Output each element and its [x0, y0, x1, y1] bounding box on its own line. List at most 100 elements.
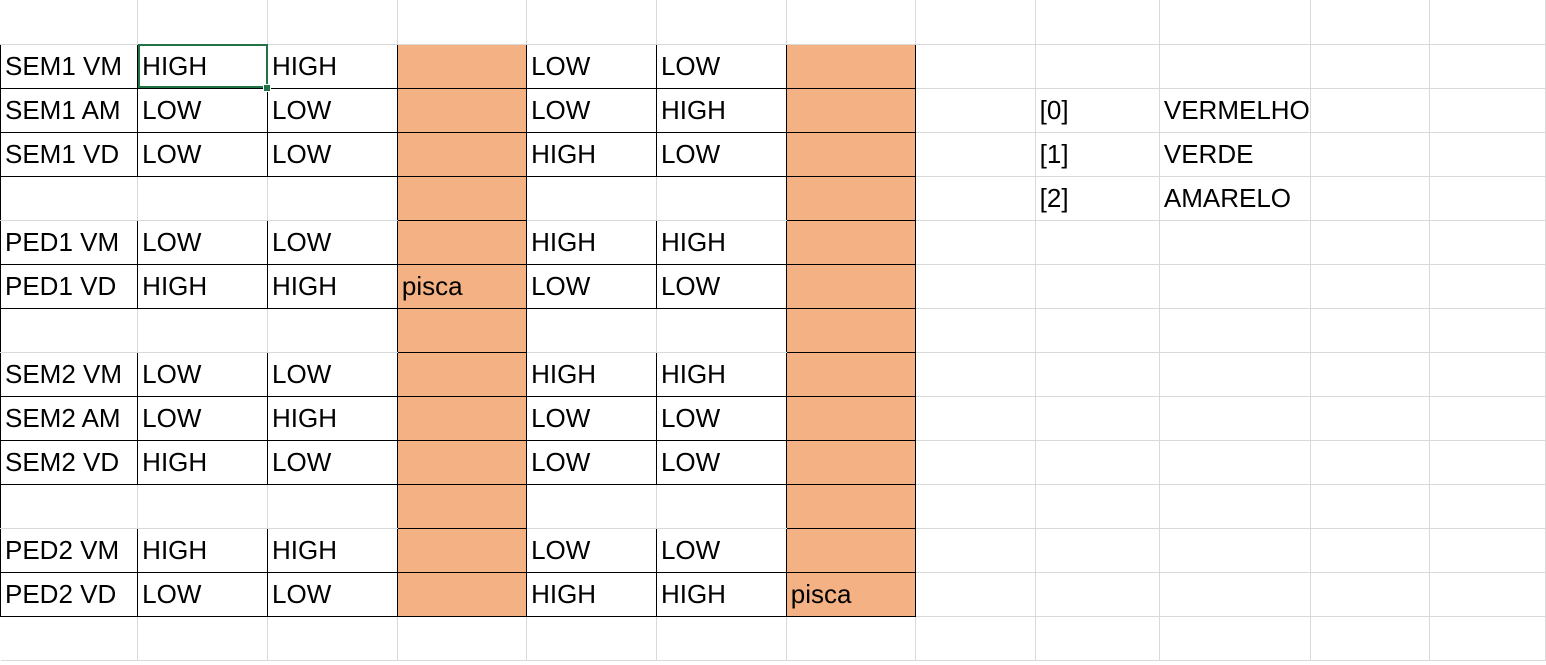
cell-A5[interactable] — [0, 176, 139, 221]
cell-G3[interactable] — [786, 88, 916, 133]
cell-A12[interactable] — [0, 484, 139, 529]
cell-H4[interactable] — [915, 132, 1036, 177]
cell-D3[interactable] — [397, 88, 528, 133]
cell-F13[interactable]: LOW — [656, 528, 787, 573]
cell-K11[interactable] — [1310, 440, 1431, 485]
cell-J12[interactable] — [1159, 484, 1311, 529]
cell-F12[interactable] — [656, 484, 787, 529]
cell-B6[interactable]: LOW — [137, 220, 269, 265]
cell-F6[interactable]: HIGH — [656, 220, 787, 265]
cell-F4[interactable]: LOW — [656, 132, 787, 177]
cell-H5[interactable] — [915, 176, 1036, 221]
cell-I2[interactable] — [1035, 44, 1160, 89]
cell-H11[interactable] — [915, 440, 1036, 485]
cell-F1[interactable] — [656, 0, 787, 45]
cell-G5[interactable] — [786, 176, 916, 221]
cell-I6[interactable] — [1035, 220, 1160, 265]
cell-G10[interactable] — [786, 396, 916, 441]
cell-A9[interactable]: SEM2 VM — [0, 352, 139, 397]
cell-I3[interactable]: [0] — [1035, 88, 1160, 133]
cell-K1[interactable] — [1310, 0, 1431, 45]
cell-F10[interactable]: LOW — [656, 396, 787, 441]
cell-C14[interactable]: LOW — [267, 572, 398, 617]
cell-C3[interactable]: LOW — [267, 88, 398, 133]
cell-J7[interactable] — [1159, 264, 1311, 309]
cell-D11[interactable] — [397, 440, 528, 485]
cell-L9[interactable] — [1429, 352, 1546, 397]
cell-E3[interactable]: LOW — [526, 88, 657, 133]
cell-H10[interactable] — [915, 396, 1036, 441]
cell-E8[interactable] — [526, 308, 657, 353]
cell-I15[interactable] — [1035, 616, 1160, 661]
cell-G9[interactable] — [786, 352, 916, 397]
cell-E9[interactable]: HIGH — [526, 352, 657, 397]
cell-C13[interactable]: HIGH — [267, 528, 398, 573]
cell-H6[interactable] — [915, 220, 1036, 265]
cell-I14[interactable] — [1035, 572, 1160, 617]
cell-A3[interactable]: SEM1 AM — [0, 88, 139, 133]
cell-A11[interactable]: SEM2 VD — [0, 440, 139, 485]
cell-L6[interactable] — [1429, 220, 1546, 265]
cell-H3[interactable] — [915, 88, 1036, 133]
cell-L4[interactable] — [1429, 132, 1546, 177]
cell-D13[interactable] — [397, 528, 528, 573]
cell-B15[interactable] — [137, 616, 269, 661]
cell-G4[interactable] — [786, 132, 916, 177]
cell-B11[interactable]: HIGH — [137, 440, 269, 485]
cell-K6[interactable] — [1310, 220, 1431, 265]
cell-H8[interactable] — [915, 308, 1036, 353]
cell-K14[interactable] — [1310, 572, 1431, 617]
cell-D2[interactable] — [397, 43, 528, 89]
cell-C9[interactable]: LOW — [267, 352, 398, 397]
cell-B3[interactable]: LOW — [137, 88, 269, 133]
cell-F9[interactable]: HIGH — [656, 352, 787, 397]
cell-G8[interactable] — [786, 308, 916, 353]
cell-L7[interactable] — [1429, 264, 1546, 309]
cell-G2[interactable] — [786, 43, 916, 89]
cell-L10[interactable] — [1429, 396, 1546, 441]
cell-L15[interactable] — [1429, 616, 1546, 661]
cell-H14[interactable] — [915, 572, 1036, 617]
cell-D15[interactable] — [397, 616, 528, 661]
cell-E7[interactable]: LOW — [526, 264, 657, 309]
cell-K3[interactable] — [1310, 88, 1431, 133]
cell-I4[interactable]: [1] — [1035, 132, 1160, 177]
cell-J2[interactable] — [1159, 44, 1311, 89]
cell-K2[interactable] — [1310, 44, 1431, 89]
cell-B9[interactable]: LOW — [137, 352, 269, 397]
cell-K8[interactable] — [1310, 308, 1431, 353]
cell-C5[interactable] — [267, 176, 398, 221]
cell-B8[interactable] — [137, 308, 269, 353]
cell-C12[interactable] — [267, 484, 398, 529]
fill-handle[interactable] — [263, 83, 272, 92]
cell-D9[interactable] — [397, 352, 528, 397]
cell-C15[interactable] — [267, 616, 398, 661]
cell-K12[interactable] — [1310, 484, 1431, 529]
cell-J8[interactable] — [1159, 308, 1311, 353]
cell-A8[interactable] — [0, 308, 139, 353]
cell-G7[interactable] — [786, 264, 916, 309]
cell-K13[interactable] — [1310, 528, 1431, 573]
cell-L2[interactable] — [1429, 44, 1546, 89]
cell-J1[interactable] — [1159, 0, 1311, 45]
cell-A4[interactable]: SEM1 VD — [0, 132, 139, 177]
cell-J3[interactable]: VERMELHO — [1159, 88, 1311, 133]
cell-C2[interactable]: HIGH — [267, 43, 398, 89]
cell-A1[interactable] — [0, 0, 139, 45]
cell-J4[interactable]: VERDE — [1159, 132, 1311, 177]
cell-J9[interactable] — [1159, 352, 1311, 397]
cell-C7[interactable]: HIGH — [267, 264, 398, 309]
cell-A13[interactable]: PED2 VM — [0, 528, 139, 573]
cell-H9[interactable] — [915, 352, 1036, 397]
cell-J15[interactable] — [1159, 616, 1311, 661]
cell-I8[interactable] — [1035, 308, 1160, 353]
cell-C6[interactable]: LOW — [267, 220, 398, 265]
cell-K5[interactable] — [1310, 176, 1431, 221]
cell-D10[interactable] — [397, 396, 528, 441]
cell-A15[interactable] — [0, 616, 139, 661]
cell-L14[interactable] — [1429, 572, 1546, 617]
cell-F14[interactable]: HIGH — [656, 572, 787, 617]
cell-F5[interactable] — [656, 176, 787, 221]
cell-I1[interactable] — [1035, 0, 1160, 45]
